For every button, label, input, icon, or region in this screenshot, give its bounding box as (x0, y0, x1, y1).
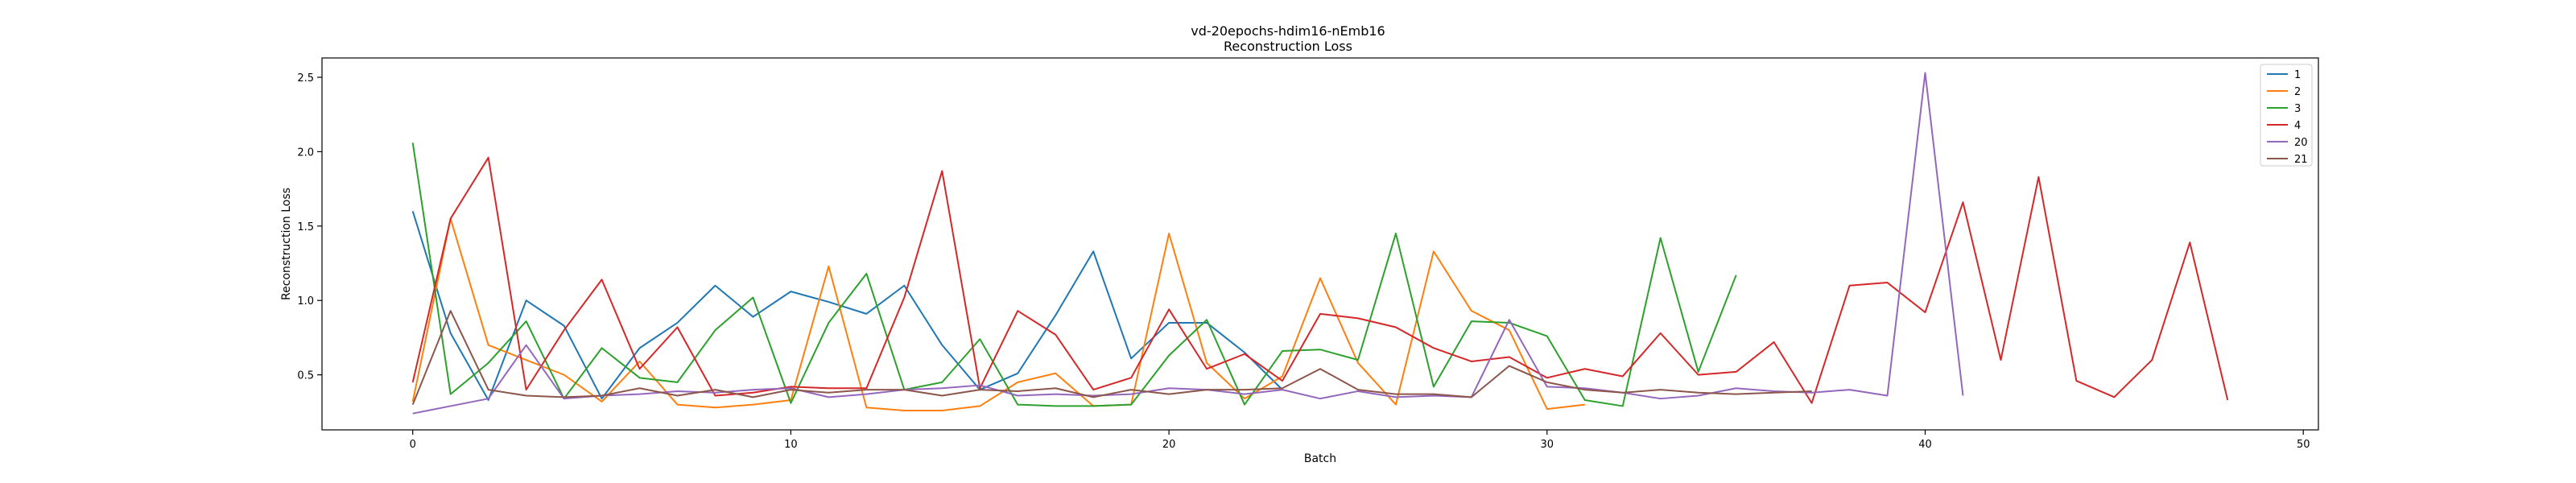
series-line-4 (411, 156, 2229, 404)
series-line-3 (411, 142, 1737, 407)
chart-subtitle: Reconstruction Loss (1224, 39, 1352, 54)
x-axis: 0 10 20 30 40 50 (410, 430, 2310, 451)
plot-frame (321, 57, 2319, 431)
x-tick-label: 0 (410, 439, 416, 451)
y-axis: 0.5 1.0 1.5 2.0 2.5 (297, 72, 322, 382)
chart-title: vd-20epochs-hdim16-nEmb16 (1191, 23, 1385, 39)
legend-label-2: 2 (2294, 86, 2301, 98)
y-axis-label: Reconstruction Loss (280, 188, 293, 300)
legend-label-21: 21 (2294, 154, 2308, 166)
legend-label-20: 20 (2294, 137, 2308, 149)
x-tick-label: 10 (784, 439, 798, 451)
y-tick-label: 1.0 (297, 295, 314, 308)
legend-label-4: 4 (2294, 120, 2301, 132)
series-line-21 (411, 310, 1812, 405)
y-tick-label: 1.5 (297, 221, 314, 233)
x-tick-label: 30 (1541, 439, 1554, 451)
series-line-20 (412, 72, 1964, 415)
series-layer (411, 72, 2229, 415)
y-tick-label: 2.5 (297, 72, 314, 85)
x-axis-label: Batch (1304, 452, 1336, 465)
legend-frame (2260, 64, 2313, 167)
legend-label-3: 3 (2294, 103, 2301, 115)
y-tick-label: 2.0 (297, 147, 314, 159)
x-tick-label: 20 (1162, 439, 1176, 451)
x-tick-label: 50 (2297, 439, 2310, 451)
x-tick-label: 40 (1918, 439, 1932, 451)
y-tick-label: 0.5 (297, 370, 314, 382)
series-line-1 (411, 211, 1283, 402)
legend-label-1: 1 (2294, 69, 2301, 81)
legend: 1 2 3 4 20 21 (2260, 64, 2313, 167)
